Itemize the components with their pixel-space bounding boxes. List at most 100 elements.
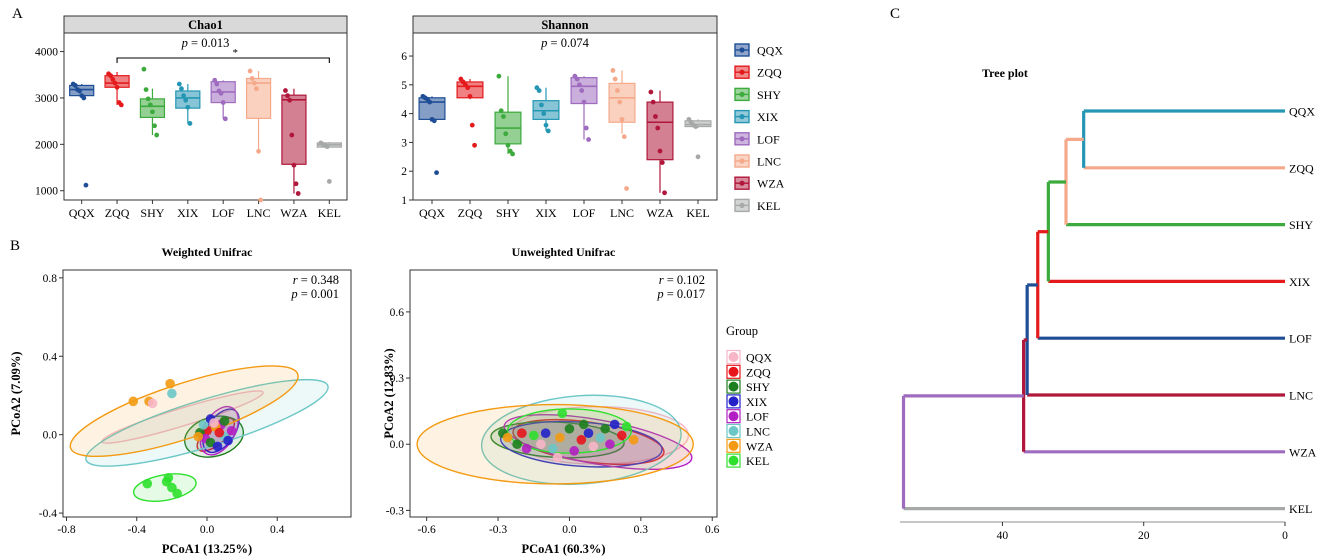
pcoa-legend-label: LOF <box>746 410 769 424</box>
chao1-xtick-label: LOF <box>212 206 235 220</box>
unweighted-point-QQX <box>536 439 546 450</box>
unweighted-point-WZA <box>628 435 639 445</box>
box-legend-label: LNC <box>757 155 781 169</box>
shannon-ytick-label: 2 <box>401 166 407 178</box>
shannon-ytick-label: 1 <box>401 195 407 207</box>
pcoa-legend-label: WZA <box>746 439 774 453</box>
weighted-point-SHY <box>219 416 230 426</box>
unweighted-point-ZQQ <box>576 435 587 445</box>
weighted-point-WZA <box>128 396 139 407</box>
shannon-point-XIX <box>545 128 551 134</box>
chao1-xtick-label: QQX <box>69 206 95 220</box>
chao1-xtick-label: WZA <box>280 206 308 220</box>
chao1-point-ZQQ <box>118 102 124 108</box>
chao1-point-LNC <box>247 68 253 74</box>
tree-xtick-label: 40 <box>997 530 1009 542</box>
chao1-boxplot: Chao1 1000 2000 3000 4000 QQX ZQQ SHY XIX LOF LNC W… <box>35 15 348 220</box>
box-legend-dot-LNC <box>739 158 745 164</box>
box-legend-label: WZA <box>757 177 785 191</box>
weighted-point-ZQQ <box>214 427 225 438</box>
chao1-point-LOF <box>222 116 228 122</box>
unweighted-xtick-label: 0.0 <box>562 524 577 536</box>
shannon-point-SHY <box>503 131 509 137</box>
chao1-point-WZA <box>293 181 299 187</box>
unweighted-point-XIX <box>609 419 620 430</box>
shannon-point-XIX <box>536 88 542 93</box>
unweighted-xtick-label: -0.3 <box>489 524 507 536</box>
unweighted-point-XIX <box>583 428 594 438</box>
shannon-box-QQX <box>418 97 446 120</box>
shannon-point-LOF <box>583 125 589 131</box>
unweighted-plot-area <box>416 394 694 486</box>
weighted-stat-p: p = 0.001 <box>290 287 339 301</box>
weighted-point-WZA <box>193 431 204 442</box>
weighted-point-QQX <box>147 398 158 409</box>
chao1-point-XIX <box>183 97 189 103</box>
unweighted-point-SHY <box>564 423 575 434</box>
unweighted-stat-r-val: = 0.102 <box>664 273 705 287</box>
shannon-annotation-var: p <box>540 36 547 50</box>
chao1-box-LNC <box>245 77 272 119</box>
chao1-annotation-var: p <box>181 36 188 50</box>
pcoa-legend-dot-ZQQ <box>728 366 739 377</box>
unweighted-ytick-label: -0.3 <box>386 505 404 517</box>
chao1-point-KEL <box>324 144 330 150</box>
unweighted-point-ZQQ <box>517 428 527 438</box>
shannon-point-QQX <box>427 99 433 105</box>
panel-label-b: B <box>10 238 20 254</box>
unweighted-ellipse-LOF <box>503 414 693 471</box>
box-legend-dot-LOF <box>739 136 745 142</box>
weighted-stat-p-var: p <box>290 287 297 301</box>
chao1-box-WZA <box>281 94 307 165</box>
shannon-xtick-label: KEL <box>686 206 709 220</box>
tree-plot: Tree plot QQX ZQQ SHY XIX LOF LNC WZA KEL 40 20 0 <box>900 66 1317 542</box>
chao1-point-LOF <box>220 100 226 105</box>
shannon-point-WZA <box>653 114 658 119</box>
weighted-ytick-label: -0.4 <box>39 508 57 520</box>
unweighted-plot-frame <box>409 269 718 518</box>
box-legend-label: XIX <box>757 110 779 124</box>
weighted-title: Weighted Unifrac <box>162 245 254 259</box>
shannon-point-LNC <box>615 88 620 93</box>
chao1-point-LNC <box>256 148 261 154</box>
tree-leaf-label: SHY <box>1289 218 1313 232</box>
shannon-point-XIX <box>539 102 544 108</box>
unweighted-ytick-label: 0.3 <box>390 373 405 385</box>
chao1-point-WZA <box>295 191 301 196</box>
chao1-point-XIX <box>187 121 193 126</box>
unweighted-point-WZA <box>555 432 565 443</box>
chao1-sig-marker: * <box>232 47 238 59</box>
shannon-point-QQX <box>434 170 439 176</box>
unweighted-point-KEL <box>621 421 632 432</box>
shannon-point-XIX <box>543 122 549 128</box>
weighted-stat-p-val: = 0.001 <box>298 287 339 301</box>
chao1-point-XIX <box>176 81 182 87</box>
shannon-ytick-label: 3 <box>401 137 407 149</box>
shannon-point-WZA <box>648 89 654 95</box>
panel-label-a: A <box>12 6 23 22</box>
box-legend-dot-WZA <box>739 180 745 186</box>
weighted-xtick-label: 0.4 <box>270 524 285 536</box>
weighted-point-LNC <box>198 420 209 430</box>
shannon-point-SHY <box>496 73 502 79</box>
chao1-point-QQX <box>72 83 78 88</box>
chao1-point-KEL <box>326 179 332 184</box>
shannon-point-ZQQ <box>467 93 473 99</box>
chao1-point-SHY <box>150 109 155 115</box>
box-legend-dot-QQX <box>739 47 745 53</box>
pcoa-legend-dot-QQX <box>728 352 739 362</box>
pcoa-legend-label: ZQQ <box>746 365 771 379</box>
unweighted-point-SHY <box>600 423 610 434</box>
shannon-point-LNC <box>619 116 625 122</box>
chao1-xtick-label: XIX <box>177 206 199 220</box>
chao1-point-ZQQ <box>114 84 120 90</box>
unweighted-point-QQX <box>588 441 599 452</box>
unweighted-point-SHY <box>512 439 522 450</box>
weighted-stat-r: r = 0.348 <box>293 273 339 287</box>
chao1-box-SHY <box>139 98 166 119</box>
shannon-xtick-label: XIX <box>535 206 557 220</box>
chao1-annotation-val: = 0.013 <box>188 36 229 50</box>
weighted-point-KEL <box>163 472 174 483</box>
box-legend-label: SHY <box>757 88 781 102</box>
tree-leaf-label: QQX <box>1289 105 1315 119</box>
